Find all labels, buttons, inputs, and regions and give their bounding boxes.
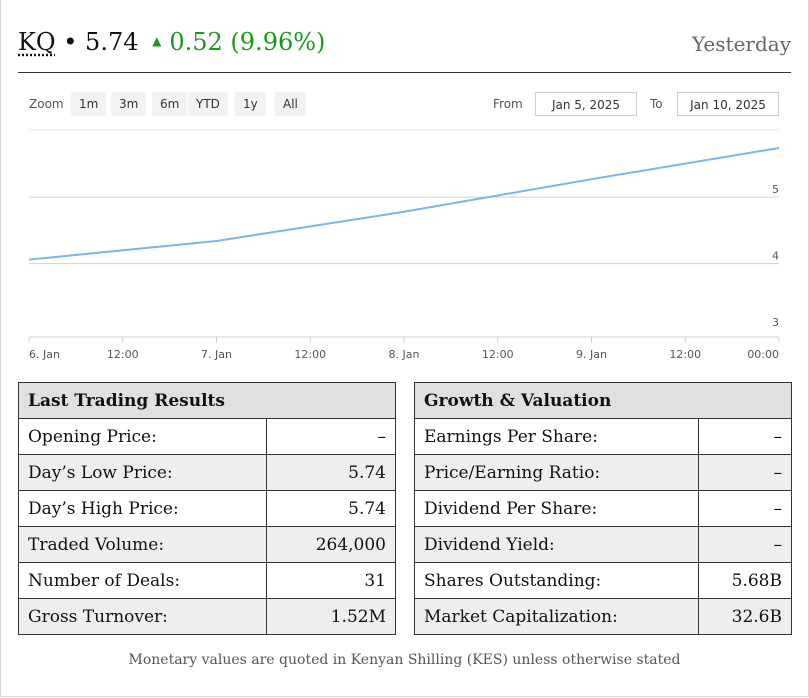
row-value: 32.6B [698,598,792,635]
row-value: 5.74 [265,490,397,527]
table-row: Market Capitalization: 32.6B [413,598,792,635]
price-change: 0.52 (9.96%) [169,28,326,56]
row-label: Day’s Low Price: [18,454,267,491]
zoom-button-all[interactable]: All [275,92,306,116]
quote-timestamp: Yesterday [691,32,791,56]
zoom-button-1m[interactable]: 1m [71,92,107,116]
table-row: Gross Turnover: 1.52M [18,598,397,635]
table-title: Last Trading Results [18,382,396,419]
table-row: Number of Deals: 31 [18,562,397,599]
row-label: Traded Volume: [18,526,267,563]
table-row: Price/Earning Ratio: – [413,454,792,491]
quote-header: KQ • 5.74 ▲ 0.52 (9.96%) Yesterday [18,24,791,73]
y-tick-label: 4 [772,250,779,263]
table-row: Shares Outstanding: 5.68B [413,562,792,599]
table-row: Dividend Per Share: – [413,490,792,527]
triangle-up-icon: ▲ [152,33,162,48]
from-date-input[interactable]: Jan 5, 2025 [535,92,637,116]
zoom-button-6m[interactable]: 6m [152,92,188,116]
ticker-symbol[interactable]: KQ [18,28,56,56]
x-tick-label: 8. Jan [389,348,420,361]
table-row: Earnings Per Share: – [413,418,792,455]
separator: • [63,28,78,56]
zoom-label: Zoom [29,97,64,111]
row-value: – [698,490,792,527]
row-value: 31 [265,562,397,599]
row-label: Number of Deals: [18,562,267,599]
quote-summary: KQ • 5.74 ▲ 0.52 (9.96%) [18,28,325,56]
row-label: Opening Price: [18,418,267,455]
row-value: 264,000 [265,526,397,563]
row-label: Shares Outstanding: [413,562,700,599]
last-trading-results-table: Last Trading Results Opening Price: – Day… [18,382,397,635]
row-value: – [698,454,792,491]
zoom-button-3m[interactable]: 3m [111,92,147,116]
x-tick-label: 6. Jan [29,348,60,361]
table-row: Day’s Low Price: 5.74 [18,454,397,491]
growth-valuation-table: Growth & Valuation Earnings Per Share: – … [413,382,792,635]
chart-x-axis: 6. Jan 12:00 7. Jan 12:00 8. Jan 12:00 9. Jan 1… [28,336,780,361]
table-row: Traded Volume: 264,000 [18,526,397,563]
table-row: Opening Price: – [18,418,397,455]
row-label: Day’s High Price: [18,490,267,527]
row-value: – [698,418,792,455]
y-tick-label: 3 [772,316,779,329]
row-label: Earnings Per Share: [413,418,700,455]
row-value: 1.52M [265,598,397,635]
x-tick-label: 7. Jan [201,348,232,361]
row-label: Dividend Per Share: [413,490,700,527]
last-price: 5.74 [85,28,139,56]
x-tick-label: 12:00 [294,348,326,361]
table-row: Day’s High Price: 5.74 [18,490,397,527]
table-row: Dividend Yield: – [413,526,792,563]
row-value: – [698,526,792,563]
chart-gridlines [29,129,779,265]
price-chart[interactable]: 6. Jan 12:00 7. Jan 12:00 8. Jan 12:00 9. Jan 1… [0,120,809,365]
x-tick-label: 00:00 [747,348,779,361]
from-label: From [493,97,523,111]
chart-y-axis: 5 4 3 [772,183,779,329]
row-label: Market Capitalization: [413,598,700,635]
table-title: Growth & Valuation [414,382,792,419]
row-value: – [265,418,397,455]
row-value: 5.68B [698,562,792,599]
row-label: Dividend Yield: [413,526,700,563]
row-value: 5.74 [265,454,397,491]
price-line [28,147,780,261]
y-tick-label: 5 [772,183,779,196]
to-date-input[interactable]: Jan 10, 2025 [677,92,779,116]
currency-footnote: Monetary values are quoted in Kenyan Shi… [128,652,681,668]
x-tick-label: 12:00 [107,348,139,361]
x-tick-label: 12:00 [669,348,701,361]
x-tick-label: 12:00 [482,348,514,361]
row-label: Price/Earning Ratio: [413,454,700,491]
to-label: To [650,97,663,111]
x-tick-label: 9. Jan [576,348,607,361]
zoom-button-1y[interactable]: 1y [235,92,266,116]
zoom-button-ytd[interactable]: YTD [188,92,228,116]
row-label: Gross Turnover: [18,598,267,635]
